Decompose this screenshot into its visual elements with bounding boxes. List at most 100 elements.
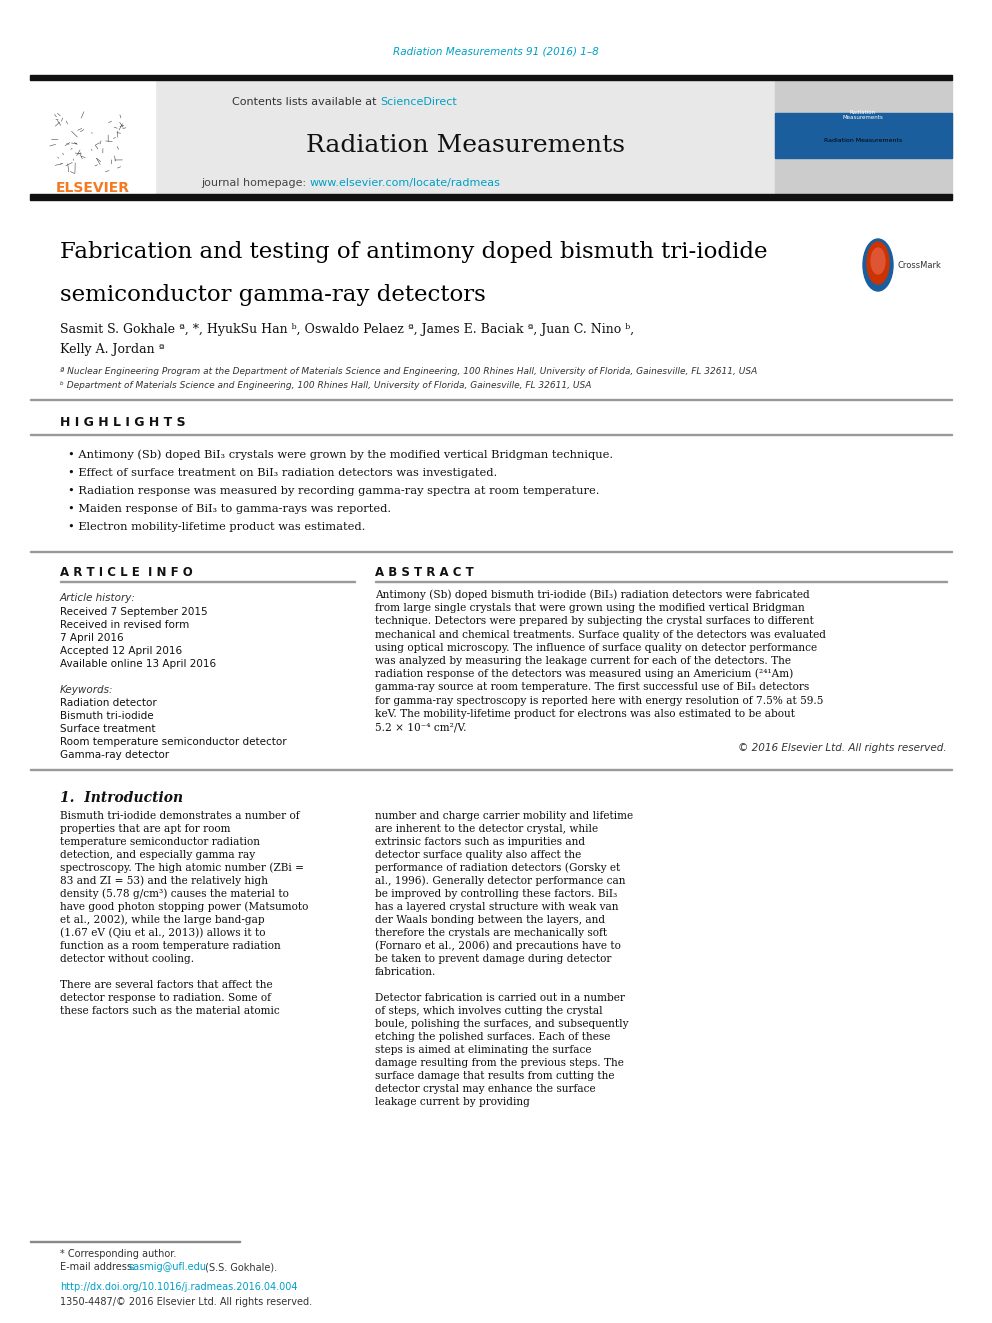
Text: • Electron mobility-lifetime product was estimated.: • Electron mobility-lifetime product was… — [68, 523, 365, 532]
Text: performance of radiation detectors (Gorsky et: performance of radiation detectors (Gors… — [375, 863, 620, 873]
Text: Available online 13 April 2016: Available online 13 April 2016 — [60, 659, 216, 669]
Text: Radiation Measurements: Radiation Measurements — [306, 134, 625, 156]
Text: keV. The mobility-lifetime product for electrons was also estimated to be about: keV. The mobility-lifetime product for e… — [375, 709, 795, 718]
Text: (1.67 eV (Qiu et al., 2013)) allows it to: (1.67 eV (Qiu et al., 2013)) allows it t… — [60, 927, 266, 938]
Bar — [775, 79, 952, 194]
Text: fabrication.: fabrication. — [375, 967, 436, 978]
Text: have good photon stopping power (Matsumoto: have good photon stopping power (Matsumo… — [60, 902, 309, 913]
Text: http://dx.doi.org/10.1016/j.radmeas.2016.04.004: http://dx.doi.org/10.1016/j.radmeas.2016… — [60, 1282, 298, 1293]
Text: extrinsic factors such as impurities and: extrinsic factors such as impurities and — [375, 837, 585, 847]
Ellipse shape — [867, 242, 889, 284]
Text: Accepted 12 April 2016: Accepted 12 April 2016 — [60, 646, 183, 656]
Text: temperature semiconductor radiation: temperature semiconductor radiation — [60, 837, 260, 847]
Text: Radiation
Measurements: Radiation Measurements — [842, 110, 883, 120]
Text: der Waals bonding between the layers, and: der Waals bonding between the layers, an… — [375, 916, 605, 925]
Ellipse shape — [871, 247, 885, 274]
Text: sasmig@ufl.edu: sasmig@ufl.edu — [128, 1262, 206, 1271]
Text: © 2016 Elsevier Ltd. All rights reserved.: © 2016 Elsevier Ltd. All rights reserved… — [738, 744, 947, 753]
Text: surface damage that results from cutting the: surface damage that results from cutting… — [375, 1072, 614, 1081]
Text: detector without cooling.: detector without cooling. — [60, 954, 194, 964]
Text: Surface treatment: Surface treatment — [60, 724, 156, 734]
Bar — [155, 79, 775, 194]
Text: has a layered crystal structure with weak van: has a layered crystal structure with wea… — [375, 902, 618, 912]
Text: ᵇ Department of Materials Science and Engineering, 100 Rhines Hall, University o: ᵇ Department of Materials Science and En… — [60, 381, 591, 390]
Bar — [775, 112, 952, 157]
Text: of steps, which involves cutting the crystal: of steps, which involves cutting the cry… — [375, 1007, 602, 1016]
Text: therefore the crystals are mechanically soft: therefore the crystals are mechanically … — [375, 929, 607, 938]
Text: density (5.78 g/cm³) causes the material to: density (5.78 g/cm³) causes the material… — [60, 889, 289, 900]
Text: these factors such as the material atomic: these factors such as the material atomi… — [60, 1007, 280, 1016]
Text: properties that are apt for room: properties that are apt for room — [60, 824, 230, 835]
Text: was analyzed by measuring the leakage current for each of the detectors. The: was analyzed by measuring the leakage cu… — [375, 656, 791, 665]
Text: Fabrication and testing of antimony doped bismuth tri-iodide: Fabrication and testing of antimony dope… — [60, 241, 768, 263]
Text: 83 and ZI = 53) and the relatively high: 83 and ZI = 53) and the relatively high — [60, 876, 268, 886]
Text: al., 1996). Generally detector performance can: al., 1996). Generally detector performan… — [375, 876, 626, 886]
Text: Received 7 September 2015: Received 7 September 2015 — [60, 607, 207, 617]
Text: • Maiden response of BiI₃ to gamma-rays was reported.: • Maiden response of BiI₃ to gamma-rays … — [68, 504, 391, 515]
Text: using optical microscopy. The influence of surface quality on detector performan: using optical microscopy. The influence … — [375, 643, 817, 652]
Bar — [30, 194, 952, 200]
Bar — [30, 75, 952, 79]
Text: ScienceDirect: ScienceDirect — [380, 97, 456, 107]
Text: be improved by controlling these factors. BiI₃: be improved by controlling these factors… — [375, 889, 617, 900]
Text: There are several factors that affect the: There are several factors that affect th… — [60, 980, 273, 990]
Text: Bismuth tri-iodide demonstrates a number of: Bismuth tri-iodide demonstrates a number… — [60, 811, 300, 822]
Text: Gamma-ray detector: Gamma-ray detector — [60, 750, 169, 759]
Ellipse shape — [863, 239, 893, 291]
Text: ELSEVIER: ELSEVIER — [56, 181, 130, 194]
Text: function as a room temperature radiation: function as a room temperature radiation — [60, 941, 281, 951]
Text: Detector fabrication is carried out in a number: Detector fabrication is carried out in a… — [375, 994, 625, 1003]
Text: Radiation detector: Radiation detector — [60, 699, 157, 708]
Text: Kelly A. Jordan ª: Kelly A. Jordan ª — [60, 344, 165, 356]
Text: ª Nuclear Engineering Program at the Department of Materials Science and Enginee: ª Nuclear Engineering Program at the Dep… — [60, 368, 757, 377]
Text: Keywords:: Keywords: — [60, 685, 113, 695]
Text: et al., 2002), while the large band-gap: et al., 2002), while the large band-gap — [60, 916, 265, 926]
Text: spectroscopy. The high atomic number (ZBi =: spectroscopy. The high atomic number (ZB… — [60, 863, 304, 873]
Text: leakage current by providing: leakage current by providing — [375, 1097, 530, 1107]
Text: H I G H L I G H T S: H I G H L I G H T S — [60, 415, 186, 429]
Text: • Antimony (Sb) doped BiI₃ crystals were grown by the modified vertical Bridgman: • Antimony (Sb) doped BiI₃ crystals were… — [68, 450, 613, 460]
Text: Sasmit S. Gokhale ª, *, HyukSu Han ᵇ, Oswaldo Pelaez ª, James E. Baciak ª, Juan : Sasmit S. Gokhale ª, *, HyukSu Han ᵇ, Os… — [60, 324, 634, 336]
Text: damage resulting from the previous steps. The: damage resulting from the previous steps… — [375, 1058, 624, 1068]
Text: Antimony (Sb) doped bismuth tri-iodide (BiI₃) radiation detectors were fabricate: Antimony (Sb) doped bismuth tri-iodide (… — [375, 590, 809, 601]
Text: Bismuth tri-iodide: Bismuth tri-iodide — [60, 710, 154, 721]
Text: detector response to radiation. Some of: detector response to radiation. Some of — [60, 994, 271, 1003]
Text: detector crystal may enhance the surface: detector crystal may enhance the surface — [375, 1085, 595, 1094]
Text: * Corresponding author.: * Corresponding author. — [60, 1249, 177, 1259]
Text: Received in revised form: Received in revised form — [60, 620, 189, 630]
Text: Room temperature semiconductor detector: Room temperature semiconductor detector — [60, 737, 287, 747]
Text: boule, polishing the surfaces, and subsequently: boule, polishing the surfaces, and subse… — [375, 1019, 629, 1029]
Text: be taken to prevent damage during detector: be taken to prevent damage during detect… — [375, 954, 611, 964]
Text: (Fornaro et al., 2006) and precautions have to: (Fornaro et al., 2006) and precautions h… — [375, 941, 621, 951]
Text: 5.2 × 10⁻⁴ cm²/V.: 5.2 × 10⁻⁴ cm²/V. — [375, 722, 466, 732]
Text: from large single crystals that were grown using the modified vertical Bridgman: from large single crystals that were gro… — [375, 603, 805, 613]
Text: steps is aimed at eliminating the surface: steps is aimed at eliminating the surfac… — [375, 1045, 591, 1056]
Text: A R T I C L E  I N F O: A R T I C L E I N F O — [60, 566, 192, 579]
Text: Radiation Measurements 91 (2016) 1–8: Radiation Measurements 91 (2016) 1–8 — [393, 48, 599, 57]
Text: www.elsevier.com/locate/radmeas: www.elsevier.com/locate/radmeas — [310, 179, 501, 188]
Text: are inherent to the detector crystal, while: are inherent to the detector crystal, wh… — [375, 824, 598, 835]
Text: • Effect of surface treatment on BiI₃ radiation detectors was investigated.: • Effect of surface treatment on BiI₃ ra… — [68, 468, 497, 478]
Text: radiation response of the detectors was measured using an Americium (²⁴¹Am): radiation response of the detectors was … — [375, 669, 794, 680]
Text: 1350-4487/© 2016 Elsevier Ltd. All rights reserved.: 1350-4487/© 2016 Elsevier Ltd. All right… — [60, 1297, 312, 1307]
Text: gamma-ray source at room temperature. The first successful use of BiI₃ detectors: gamma-ray source at room temperature. Th… — [375, 683, 809, 692]
Text: for gamma-ray spectroscopy is reported here with energy resolution of 7.5% at 59: for gamma-ray spectroscopy is reported h… — [375, 696, 823, 705]
Text: semiconductor gamma-ray detectors: semiconductor gamma-ray detectors — [60, 284, 486, 306]
Text: detection, and especially gamma ray: detection, and especially gamma ray — [60, 851, 255, 860]
Text: • Radiation response was measured by recording gamma-ray spectra at room tempera: • Radiation response was measured by rec… — [68, 486, 599, 496]
Text: A B S T R A C T: A B S T R A C T — [375, 566, 474, 579]
Text: journal homepage:: journal homepage: — [201, 179, 310, 188]
Text: number and charge carrier mobility and lifetime: number and charge carrier mobility and l… — [375, 811, 633, 822]
Text: CrossMark: CrossMark — [898, 261, 941, 270]
Text: detector surface quality also affect the: detector surface quality also affect the — [375, 851, 581, 860]
Text: Article history:: Article history: — [60, 593, 136, 603]
Text: technique. Detectors were prepared by subjecting the crystal surfaces to differe: technique. Detectors were prepared by su… — [375, 617, 813, 626]
Text: Contents lists available at: Contents lists available at — [232, 97, 380, 107]
Text: mechanical and chemical treatments. Surface quality of the detectors was evaluat: mechanical and chemical treatments. Surf… — [375, 630, 826, 639]
Text: E-mail address:: E-mail address: — [60, 1262, 138, 1271]
Text: 7 April 2016: 7 April 2016 — [60, 632, 124, 643]
Bar — [30, 79, 155, 194]
Text: 1.  Introduction: 1. Introduction — [60, 791, 184, 806]
Text: Radiation Measurements: Radiation Measurements — [824, 138, 902, 143]
Text: etching the polished surfaces. Each of these: etching the polished surfaces. Each of t… — [375, 1032, 610, 1043]
